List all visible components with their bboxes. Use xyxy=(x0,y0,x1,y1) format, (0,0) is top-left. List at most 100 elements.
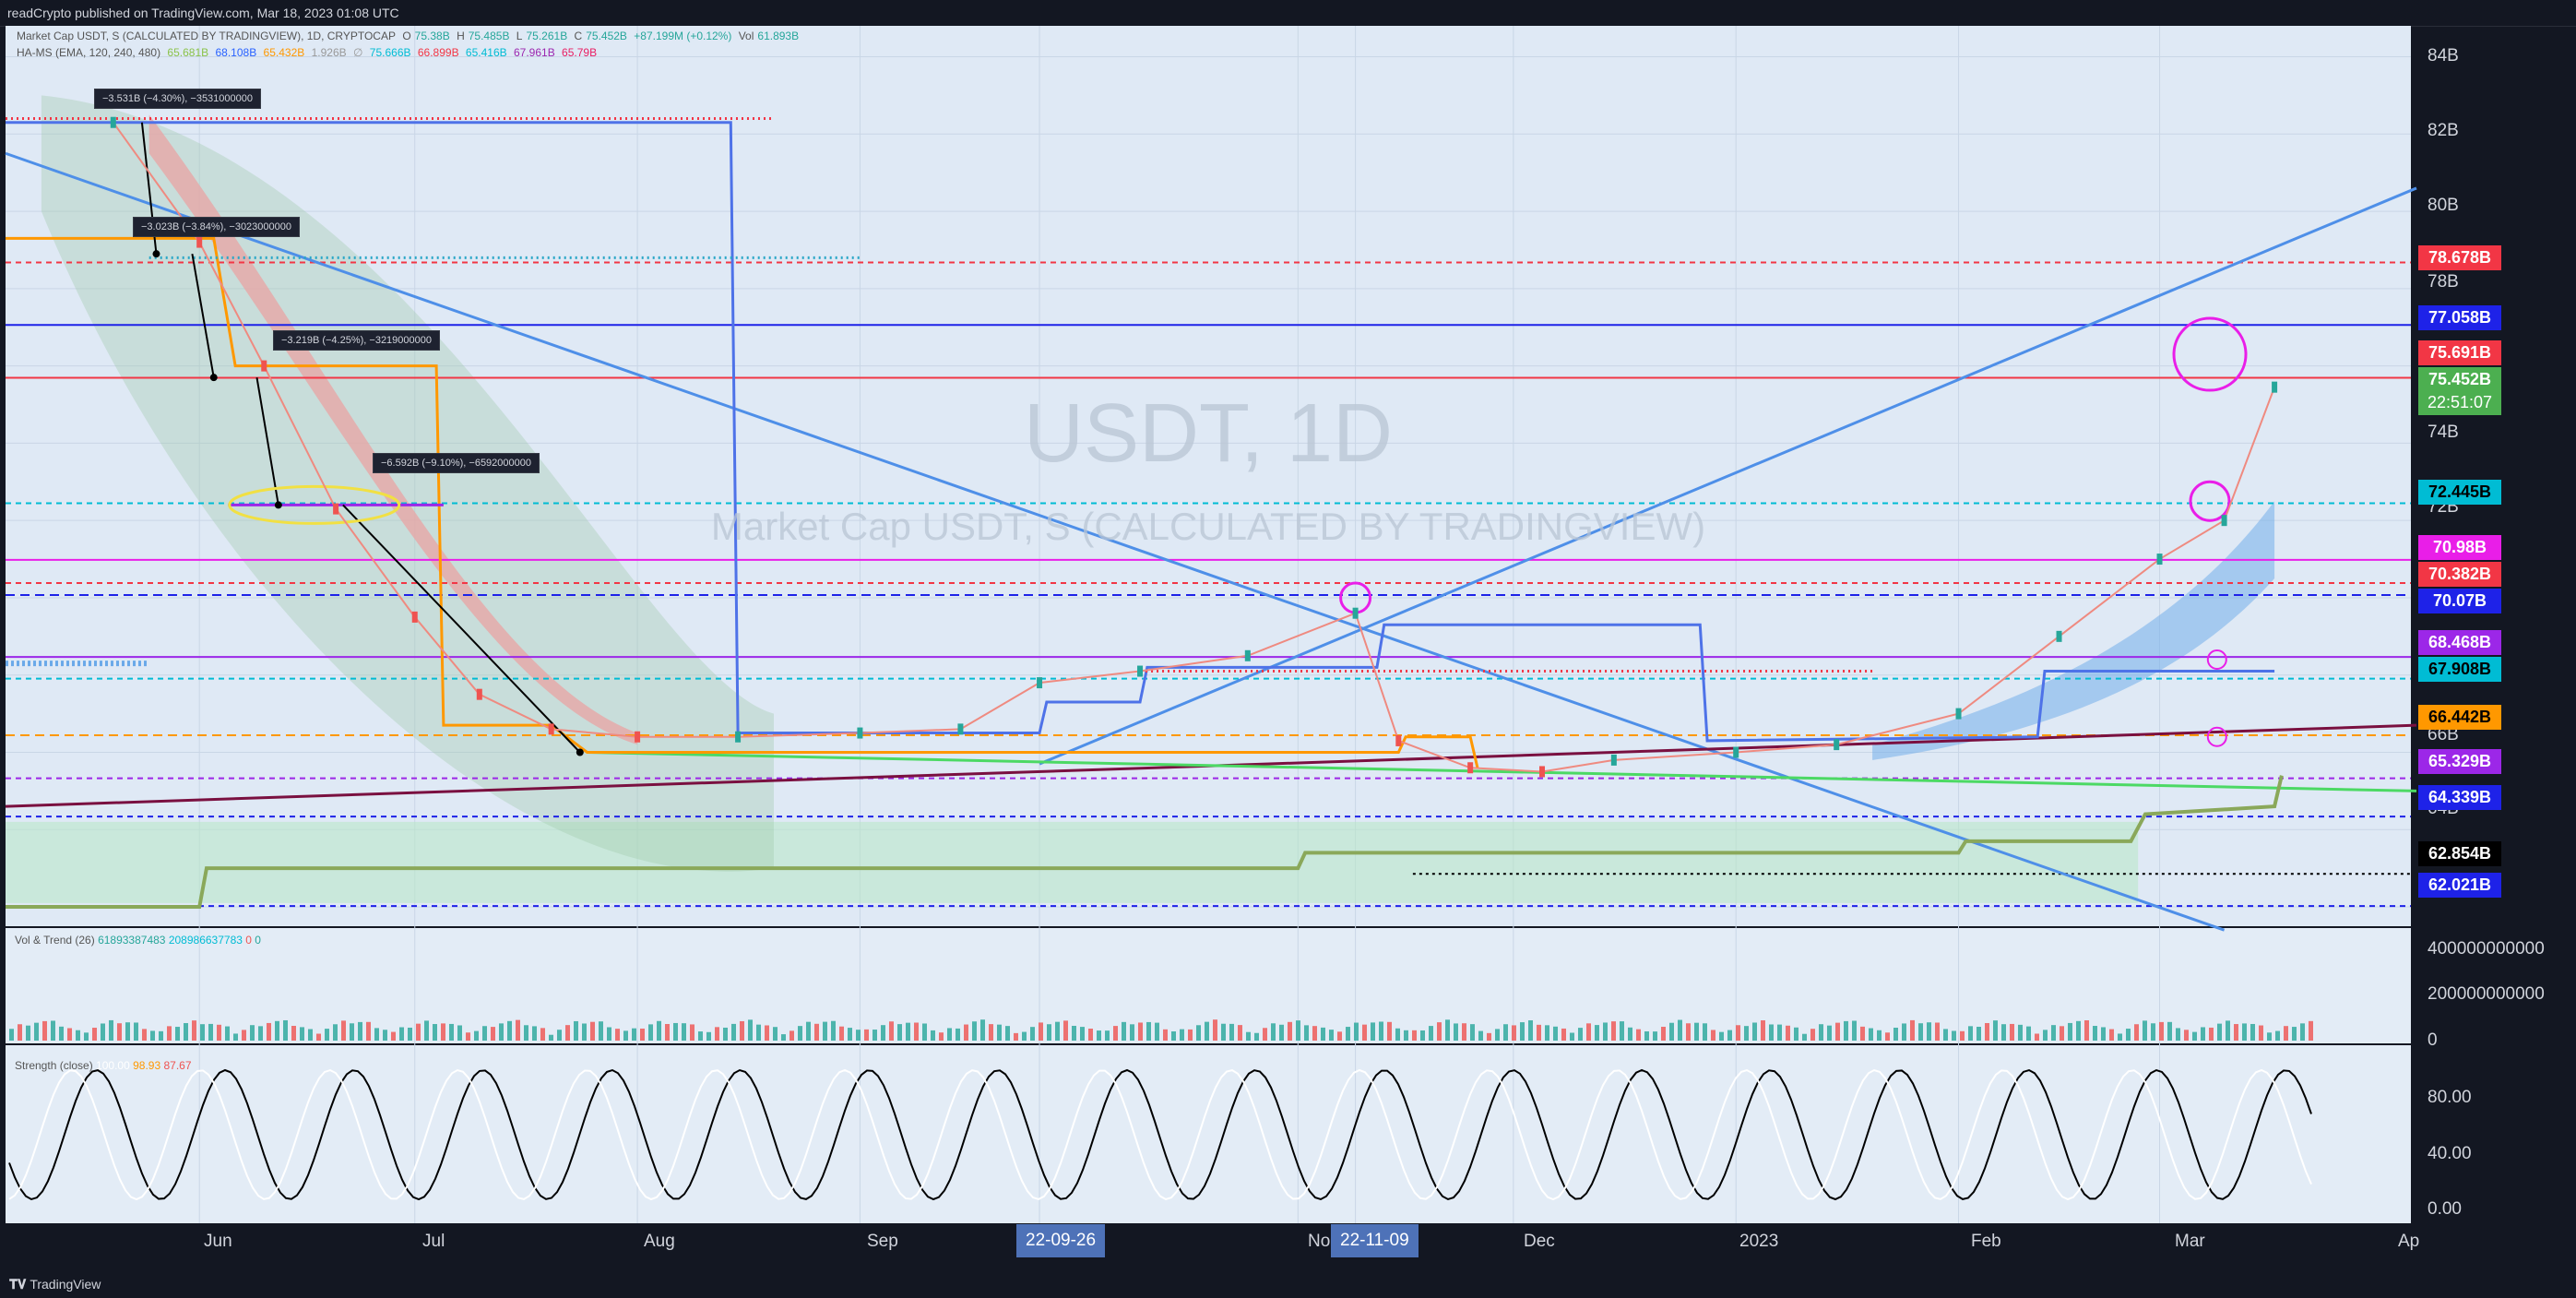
volume-bar xyxy=(1844,1020,1848,1041)
volume-bar xyxy=(208,1023,213,1041)
volume-bar xyxy=(2284,1026,2288,1041)
volume-bar xyxy=(873,1030,877,1041)
measure-text-2: −3.023B (−3.84%), −3023000000 xyxy=(141,221,291,232)
volume-bar xyxy=(1346,1027,1350,1041)
volume-bar xyxy=(2151,1023,2155,1041)
volume-tick: 200000000000 xyxy=(2428,984,2545,1004)
tradingview-logo: 𝐓𝐕 TradingView xyxy=(9,1277,101,1292)
volume-bar xyxy=(532,1026,537,1041)
volume-bar xyxy=(806,1021,811,1041)
volume-bar xyxy=(1902,1023,1906,1041)
volume-bar xyxy=(565,1025,570,1041)
volume-bar xyxy=(1503,1024,1508,1041)
volume-bar xyxy=(2217,1023,2222,1041)
countdown-badge: 22:51:07 xyxy=(2418,390,2501,415)
volume-bar xyxy=(1877,1030,1882,1041)
price-candle xyxy=(957,723,964,735)
volume-bar xyxy=(1644,1030,1649,1041)
legend-open: 75.38B xyxy=(414,30,450,42)
volume-bar xyxy=(1520,1022,1525,1041)
volume-bar xyxy=(1927,1022,1931,1041)
measure-label-1[interactable]: −3.531B (−4.30%), −3531000000 xyxy=(94,89,261,109)
arrow-line xyxy=(342,504,581,754)
volume-bar xyxy=(773,1027,778,1041)
price-badge: 66.442B xyxy=(2418,705,2501,730)
volume-bar xyxy=(524,1025,528,1041)
volume-bar xyxy=(9,1029,14,1041)
time-label: Aug xyxy=(644,1232,675,1251)
price-candle xyxy=(2056,630,2062,642)
volume-bar xyxy=(980,1019,985,1041)
volume-bar xyxy=(1777,1024,1782,1041)
volume-bar xyxy=(1279,1024,1284,1041)
time-label: Mar xyxy=(2175,1232,2205,1251)
volume-bar xyxy=(150,1030,155,1041)
measure-label-2[interactable]: −3.023B (−3.84%), −3023000000 xyxy=(133,217,300,237)
volume-bar xyxy=(632,1028,636,1041)
strength-legend-v1: 100.00 xyxy=(96,1059,130,1072)
legend-ind-v5: ∅ xyxy=(353,46,363,59)
volume-bar xyxy=(1487,1032,1491,1041)
volume-bar xyxy=(1362,1024,1367,1041)
volume-bar xyxy=(814,1023,819,1041)
volume-bar xyxy=(2184,1030,2189,1041)
volume-bar xyxy=(1329,1030,1334,1041)
volume-bar xyxy=(897,1024,902,1041)
volume-bar xyxy=(1088,1028,1093,1041)
main-legend-line1[interactable]: Market Cap USDT, S (CALCULATED BY TRADIN… xyxy=(17,30,802,42)
measure-label-3[interactable]: −3.219B (−4.25%), −3219000000 xyxy=(273,330,440,351)
measure-label-4[interactable]: −6.592B (−9.10%), −6592000000 xyxy=(373,453,540,473)
volume-bar xyxy=(1611,1021,1616,1041)
volume-bar xyxy=(2176,1028,2180,1041)
volume-bar xyxy=(972,1021,977,1041)
volume-bar xyxy=(84,1032,89,1041)
volume-bar xyxy=(1570,1032,1574,1041)
legend-h-label: H xyxy=(457,30,465,42)
volume-bar xyxy=(1678,1019,1682,1041)
volume-bar xyxy=(748,1019,753,1041)
time-label: No xyxy=(1308,1232,1331,1251)
price-badge: 62.854B xyxy=(2418,841,2501,866)
volume-bar xyxy=(1080,1027,1085,1041)
strength-legend[interactable]: Strength (close) 100.00 98.93 87.67 xyxy=(15,1059,192,1072)
volume-bar xyxy=(1163,1029,1168,1041)
time-label: 2023 xyxy=(1739,1232,1779,1251)
target-circle xyxy=(2172,316,2248,392)
volume-bar xyxy=(2309,1020,2313,1041)
volume-legend[interactable]: Vol & Trend (26) 61893387483 20898663778… xyxy=(15,934,261,947)
volume-bar xyxy=(1736,1025,1740,1041)
volume-bar xyxy=(1794,1027,1798,1041)
strength-lines xyxy=(8,1068,2312,1201)
volume-bar xyxy=(34,1022,39,1041)
volume-bar xyxy=(1188,1029,1193,1041)
volume-bar xyxy=(1860,1026,1865,1041)
main-pane xyxy=(6,26,2411,926)
volume-bar xyxy=(325,1029,329,1041)
volume-bar xyxy=(823,1021,827,1041)
vol-legend-v2: 208986637783 xyxy=(168,934,243,947)
volume-bar xyxy=(1420,1030,1425,1041)
strength-legend-v2: 98.93 xyxy=(133,1059,161,1072)
volume-bar xyxy=(184,1023,188,1041)
volume-bar xyxy=(1744,1026,1749,1041)
time-label: Sep xyxy=(867,1232,898,1251)
legend-vol-label: Vol xyxy=(738,30,754,42)
volume-bar xyxy=(1246,1031,1251,1041)
volume-bar xyxy=(931,1030,935,1041)
target-circle xyxy=(2206,726,2227,747)
volume-tick: 400000000000 xyxy=(2428,939,2545,959)
volume-bar xyxy=(1935,1022,1940,1041)
price-badge: 77.058B xyxy=(2418,305,2501,330)
main-legend-line2[interactable]: HA-MS (EMA, 120, 240, 480) 65.681B 68.10… xyxy=(17,46,600,59)
volume-bar xyxy=(1661,1027,1666,1041)
volume-bar xyxy=(441,1023,445,1041)
price-candle xyxy=(1733,746,1739,758)
volume-bar xyxy=(690,1024,694,1041)
volume-bar xyxy=(466,1032,470,1041)
price-candle xyxy=(548,723,554,735)
price-badge: 62.021B xyxy=(2418,873,2501,898)
volume-bar xyxy=(42,1020,47,1041)
volume-bar xyxy=(1263,1028,1267,1041)
volume-bar xyxy=(225,1026,230,1041)
